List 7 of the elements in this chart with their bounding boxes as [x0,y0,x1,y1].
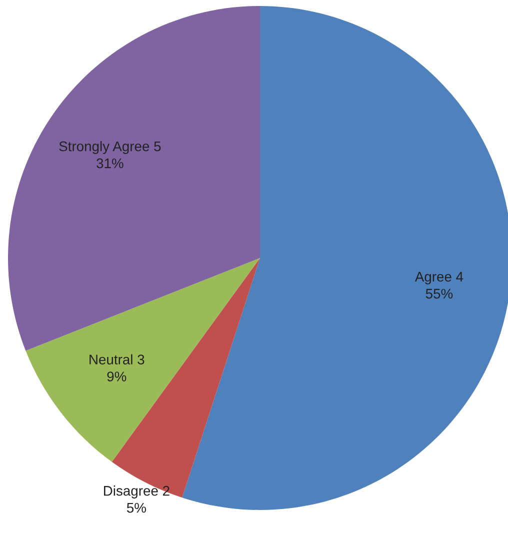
data-label: 9% [107,372,126,382]
slice-label: Neutral 3 [90,354,144,364]
data-label: 5% [126,502,146,513]
slice-label: Agree 4 [414,272,464,284]
data-label: 55% [426,288,453,299]
slice-label: Strongly Agree 5 [59,141,161,154]
data-label: 31% [96,158,124,168]
